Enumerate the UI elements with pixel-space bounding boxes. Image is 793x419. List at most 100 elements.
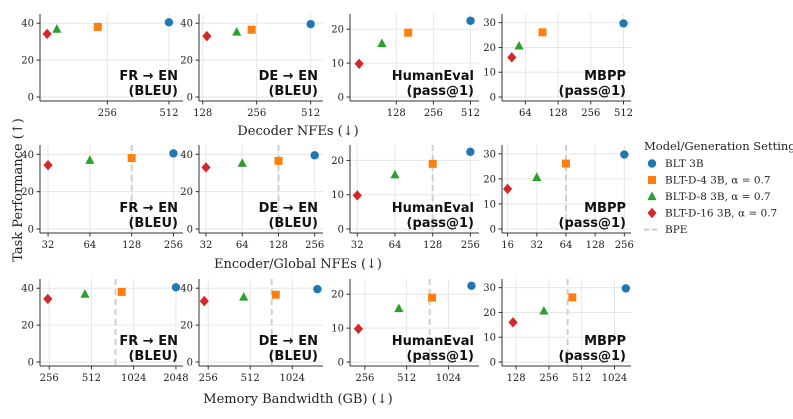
x-tick-label: 128 [387,108,406,119]
y-tick-label: 20 [180,187,193,198]
y-tick-label: 20 [331,290,344,301]
panel-metric: (pass@1) [559,84,626,99]
panel-metric: (BLEU) [268,216,318,231]
y-tick-label: 0 [490,358,496,369]
y-tick-label: 20 [483,174,496,185]
point-blt [619,19,628,28]
point-d16 [201,162,211,173]
point-d8 [514,40,524,50]
panel-r3-c3: 256 512 1024 0 10 20 HumanEval(pass@1) [331,279,479,384]
x-tick-label: 512 [241,373,260,384]
panel-title: DE → EN [259,201,318,216]
x-tick-label: 256 [199,373,218,384]
panel-title: HumanEval [392,334,474,349]
panel-title: MBPP [584,69,626,84]
row-3-x-axis-label: Memory Bandwidth (GB) (↓) [203,392,392,407]
panel-r2-c3: 32 64 128 256 0 10 20 HumanEval(pass@1) [331,145,480,251]
point-d8 [377,38,387,48]
point-d16 [508,317,518,328]
y-tick-label: 20 [331,25,344,36]
y-tick-label: 30 [483,283,496,294]
panel-metric: (BLEU) [128,216,178,231]
y-tick-label: 0 [28,358,34,369]
point-d8 [52,24,62,33]
y-tick-label: 0 [338,225,344,236]
panel-metric: (BLEU) [128,349,178,364]
x-tick-label: 512 [82,373,101,384]
y-tick-label: 20 [21,187,34,198]
point-d8 [239,292,249,301]
y-tick-label: 20 [483,308,496,319]
point-blt [164,18,174,27]
panel-metric: (BLEU) [268,349,318,364]
y-tick-label: 20 [180,321,193,332]
point-blt [310,151,319,160]
point-d16 [202,30,212,42]
legend-label-d8: BLT-D-8 3B, α = 0.7 [665,191,771,203]
y-tick-label: 20 [21,321,34,332]
point-d16 [354,58,364,69]
x-tick-label: 256 [98,108,117,119]
panel-r3-c4: 128 256 512 1024 0 10 20 30 MBPP(pass@1) [483,279,631,384]
point-d16 [352,190,362,201]
point-blt [171,283,181,292]
point-d4 [274,156,283,165]
panel-title: FR → EN [119,69,178,84]
point-d16 [43,159,53,171]
point-d16 [199,295,209,307]
point-blt [169,149,178,158]
y-tick-label: 10 [331,324,344,335]
x-tick-label: 32 [42,240,55,251]
point-d8 [539,305,549,315]
y-tick-label: 40 [21,284,34,295]
legend-swatch-d4 [648,176,656,184]
x-tick-label: 16 [501,240,514,251]
x-tick-label: 1024 [121,373,146,384]
point-d8 [80,289,90,298]
legend-label-d16: BLT-D-16 3B, α = 0.7 [665,208,777,220]
panel-title: MBPP [584,334,626,349]
point-blt [620,150,629,159]
point-d4 [561,159,570,168]
x-tick-label: 1024 [602,373,627,384]
x-tick-label: 256 [305,240,324,251]
point-d8 [394,303,404,313]
panel-title: HumanEval [392,201,474,216]
x-tick-label: 256 [539,373,558,384]
y-tick-label: 20 [331,156,344,167]
panel-r2-c4: 16 32 64 128 256 0 10 20 30 MBPP(pass@1) [483,145,634,251]
x-tick-label: 32 [351,240,364,251]
x-tick-label: 64 [560,240,573,251]
y-tick-label: 30 [483,18,496,29]
x-tick-label: 64 [519,108,532,119]
x-tick-label: 128 [586,240,605,251]
panel-title: DE → EN [259,334,318,349]
panel-metric: (BLEU) [128,84,178,99]
legend-label-blt: BLT 3B [665,158,704,170]
x-tick-label: 512 [461,108,480,119]
point-d8 [237,158,247,167]
x-tick-label: 128 [193,108,212,119]
legend-swatch-blt [647,159,657,168]
x-tick-label: 64 [83,240,96,251]
x-tick-label: 256 [247,108,266,119]
legend-label-bpe: BPE [665,224,687,236]
x-tick-label: 256 [581,108,600,119]
y-tick-label: 20 [483,43,496,54]
panel-metric: (pass@1) [407,84,474,99]
panel-title: HumanEval [392,69,474,84]
point-d4 [428,293,437,302]
y-tick-label: 40 [180,19,193,30]
y-tick-label: 0 [490,93,496,104]
x-tick-label: 512 [397,373,416,384]
x-tick-label: 512 [159,108,178,119]
point-d4 [428,159,437,168]
point-d4 [117,287,126,296]
row-1-x-axis-label: Decoder NFEs (↓) [237,124,358,139]
panel-metric: (pass@1) [407,216,474,231]
x-tick-label: 256 [40,373,59,384]
x-tick-label: 256 [355,373,374,384]
legend-title: Model/Generation Setting [644,139,793,153]
